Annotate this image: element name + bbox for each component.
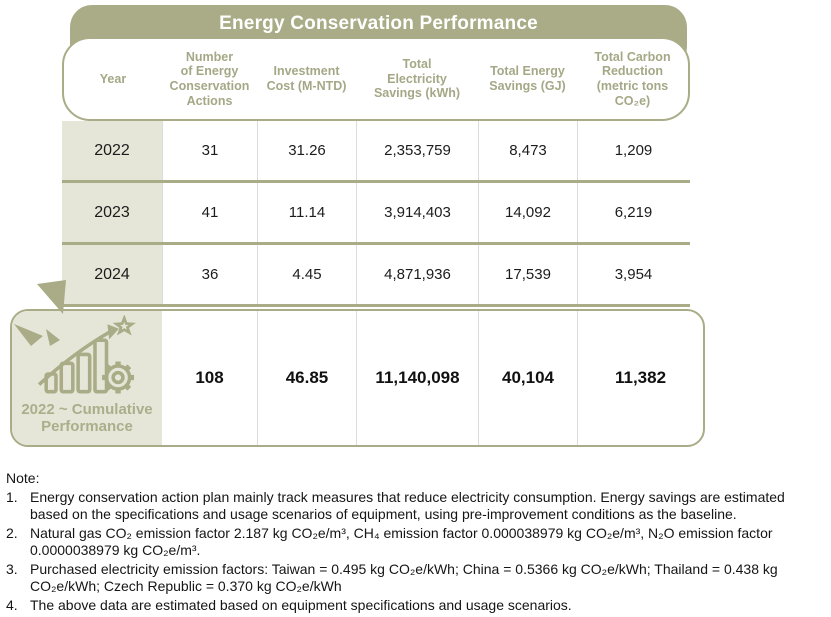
note-text: Energy conservation action plan mainly t…	[30, 489, 785, 522]
year-cell: 2023	[62, 183, 162, 242]
energy-cell: 14,092	[478, 183, 577, 242]
electricity-cell: 4,871,936	[356, 245, 478, 304]
note-item-1: 1. Energy conservation action plan mainl…	[6, 489, 812, 523]
cumulative-energy-cell: 40,104	[478, 311, 577, 445]
carbon-cell: 3,954	[577, 245, 689, 304]
notes-section: Note: 1. Energy conservation action plan…	[6, 470, 812, 614]
carbon-cell: 6,219	[577, 183, 689, 242]
growth-chart-icon	[37, 315, 136, 394]
investment-cell: 31.26	[257, 121, 356, 180]
note-text: Purchased electricity emission factors: …	[30, 561, 778, 594]
column-header-carbon: Total Carbon Reduction (metric tons CO₂e…	[594, 49, 671, 108]
carbon-cell: 1,209	[577, 121, 689, 180]
electricity-cell: 2,353,759	[356, 121, 478, 180]
column-header-energy: Total Energy Savings (GJ)	[489, 64, 566, 93]
table-row-2024: 2024 36 4.45 4,871,936 17,539 3,954	[62, 245, 690, 307]
column-header-actions: Number of Energy Conservation Actions	[169, 49, 250, 108]
note-number: 1.	[6, 489, 18, 505]
cumulative-label: 2022 ~ Cumulative Performance	[21, 401, 153, 435]
note-number: 2.	[6, 525, 18, 541]
actions-cell: 31	[162, 121, 257, 180]
notes-heading: Note:	[6, 470, 40, 486]
column-header-investment: Investment Cost (M-NTD)	[266, 64, 347, 93]
table-body: 2022 31 31.26 2,353,759 8,473 1,209 2023…	[62, 121, 690, 307]
year-cell: 2022	[62, 121, 162, 180]
energy-cell: 8,473	[478, 121, 577, 180]
table-title: Energy Conservation Performance	[219, 13, 538, 34]
note-number: 4.	[6, 597, 18, 613]
table-row-2022: 2022 31 31.26 2,353,759 8,473 1,209	[62, 121, 690, 183]
investment-cell: 11.14	[257, 183, 356, 242]
note-text: Natural gas CO₂ emission factor 2.187 kg…	[30, 525, 773, 558]
column-header-electricity: Total Electricity Savings (kWh)	[373, 56, 461, 101]
note-item-3: 3. Purchased electricity emission factor…	[6, 561, 812, 595]
note-text: The above data are estimated based on eq…	[30, 597, 572, 613]
electricity-cell: 3,914,403	[356, 183, 478, 242]
year-cell: 2024	[62, 245, 162, 304]
cumulative-electricity-cell: 11,140,098	[356, 311, 478, 445]
cumulative-row: 2022 ~ Cumulative Performance 108 46.85 …	[10, 309, 705, 447]
energy-cell: 17,539	[478, 245, 577, 304]
table-row-2023: 2023 41 11.14 3,914,403 14,092 6,219	[62, 183, 690, 245]
cumulative-label-cell: 2022 ~ Cumulative Performance	[12, 311, 162, 445]
column-header-year: Year	[99, 71, 127, 86]
cumulative-carbon-cell: 11,382	[577, 311, 703, 445]
actions-cell: 36	[162, 245, 257, 304]
actions-cell: 41	[162, 183, 257, 242]
note-number: 3.	[6, 561, 18, 577]
cumulative-investment-cell: 46.85	[257, 311, 356, 445]
note-item-4: 4. The above data are estimated based on…	[6, 597, 812, 614]
table-header: Year Number of Energy Conservation Actio…	[62, 37, 690, 121]
note-item-2: 2. Natural gas CO₂ emission factor 2.187…	[6, 525, 812, 559]
cumulative-actions-cell: 108	[195, 368, 224, 387]
investment-cell: 4.45	[257, 245, 356, 304]
burst-icon	[14, 280, 66, 346]
table-header-row: Year Number of Energy Conservation Actio…	[64, 39, 688, 119]
